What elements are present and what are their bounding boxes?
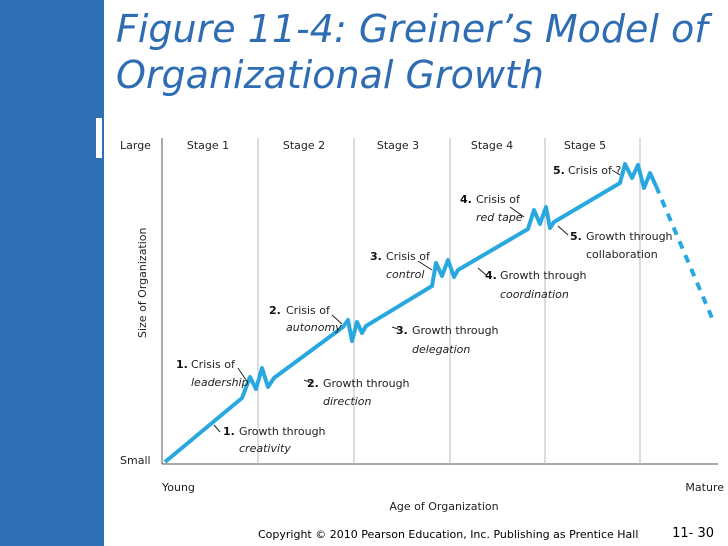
crisis-text-italic: leadership — [191, 376, 249, 389]
page-number: 11- 30 — [672, 526, 714, 541]
crisis-text: Crisis of — [476, 193, 521, 206]
crisis-text: Crisis of — [191, 358, 236, 371]
crisis-number: 1. — [176, 358, 188, 371]
growth-text: Growth through — [412, 324, 499, 337]
x-right-label: Mature — [685, 481, 724, 494]
growth-number: 5. — [570, 230, 582, 243]
growth-number: 1. — [223, 425, 235, 438]
crisis-number: 4. — [460, 193, 472, 206]
x-left-label: Young — [161, 481, 195, 494]
stage-label-2: Stage 2 — [283, 139, 325, 152]
growth-curve — [163, 162, 658, 464]
growth-number: 3. — [396, 324, 408, 337]
growth-text-plain: collaboration — [586, 248, 658, 261]
copyright-notice: Copyright © 2010 Pearson Education, Inc.… — [258, 528, 639, 541]
growth-text-italic: direction — [323, 395, 371, 408]
crisis-number: 5. — [553, 164, 565, 177]
growth-text-italic: creativity — [239, 442, 291, 455]
crisis-text-italic: control — [386, 268, 424, 281]
growth-text: Growth through — [323, 377, 410, 390]
growth-4: 4. Growth through coordination — [485, 269, 587, 301]
growth-2: 2. Growth through direction — [307, 377, 410, 408]
y-top-label: Large — [120, 139, 151, 152]
growth-5: 5. Growth through collaboration — [570, 230, 673, 261]
crisis-text: Crisis of — [286, 304, 331, 317]
slide-title: Figure 11-4: Greiner’s Model of Organiza… — [116, 6, 716, 98]
crisis-text-italic: red tape — [476, 211, 523, 224]
crisis-text-italic: autonomy — [286, 321, 342, 334]
growth-1: 1. Growth through creativity — [223, 425, 326, 455]
growth-text-italic: delegation — [412, 343, 470, 356]
crisis-number: 3. — [370, 250, 382, 263]
y-bottom-label: Small — [120, 454, 151, 467]
stage-label-1: Stage 1 — [187, 139, 229, 152]
title-line-1: Figure 11-4: Greiner’s Model of — [116, 7, 708, 51]
stage-label-5: Stage 5 — [564, 139, 606, 152]
growth-number: 4. — [485, 269, 497, 282]
y-axis-title: Size of Organization — [136, 227, 149, 338]
crisis-text: Crisis of — [386, 250, 431, 263]
left-accent-bar — [0, 0, 104, 546]
crisis-number: 2. — [269, 304, 281, 317]
crisis-4: 4. Crisis of red tape — [460, 193, 523, 224]
leader-lines — [213, 169, 621, 433]
crisis-2: 2. Crisis of autonomy — [269, 304, 342, 334]
stage-label-4: Stage 4 — [471, 139, 513, 152]
growth-3: 3. Growth through delegation — [396, 324, 499, 356]
growth-text: Growth through — [239, 425, 326, 438]
crisis-1: 1. Crisis of leadership — [176, 358, 249, 389]
crisis-text: Crisis of ? — [568, 164, 621, 177]
title-line-2: Organizational Growth — [116, 53, 544, 97]
growth-text: Growth through — [500, 269, 587, 282]
figure-background — [104, 122, 728, 518]
accent-notch — [96, 118, 102, 158]
growth-text-italic: coordination — [500, 288, 569, 301]
crisis-3: 3. Crisis of control — [370, 250, 431, 281]
growth-text: Growth through — [586, 230, 673, 243]
crisis-5: 5. Crisis of ? — [553, 164, 621, 177]
stage-label-3: Stage 3 — [377, 139, 419, 152]
growth-number: 2. — [307, 377, 319, 390]
x-axis-title: Age of Organization — [389, 500, 498, 513]
